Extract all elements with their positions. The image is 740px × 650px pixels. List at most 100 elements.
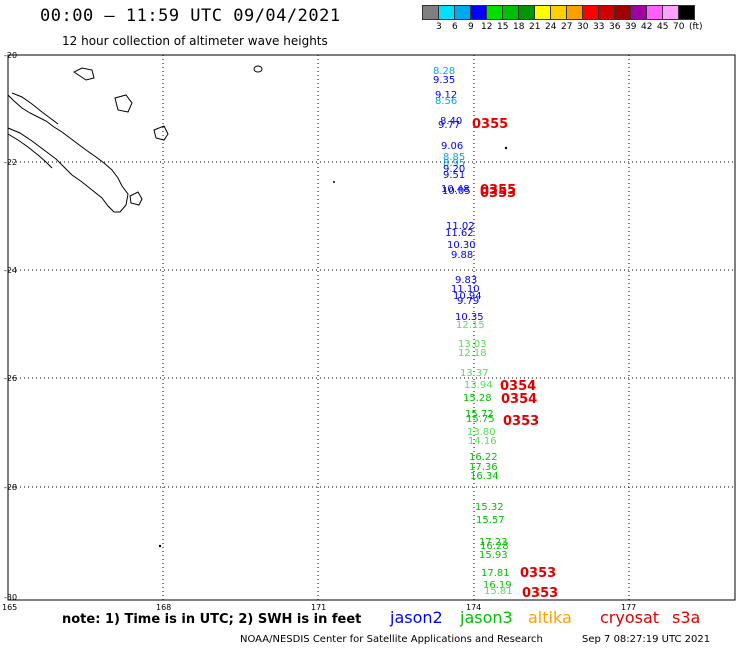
chart-subtitle: 12 hour collection of altimeter wave hei… — [62, 34, 328, 48]
wave-height-value: 11.62 — [445, 228, 474, 239]
wave-height-value: 11.10 — [451, 284, 480, 295]
lat-label: -20 — [4, 51, 17, 60]
color-scale-swatch — [678, 5, 695, 20]
lat-label: -26 — [4, 374, 17, 383]
wave-height-value: 15.32 — [475, 502, 504, 513]
pass-time-label: 0353 — [503, 414, 539, 429]
wave-height-value: 15.28 — [463, 393, 492, 404]
legend-jason3: jason3 — [460, 608, 513, 627]
wave-height-value: 15.75 — [466, 414, 495, 425]
island-dot — [504, 146, 508, 150]
color-scale-label: 27 — [561, 22, 573, 32]
map-frame — [7, 54, 736, 601]
wave-height-value: 16.19 — [483, 580, 512, 591]
color-scale-label: 12 — [481, 22, 493, 32]
color-scale-label: 24 — [545, 22, 557, 32]
island-dot — [158, 544, 162, 548]
wave-height-value: 15.93 — [479, 550, 508, 561]
wave-height-value: 13.94 — [464, 380, 493, 391]
wave-height-value: 12.15 — [456, 320, 485, 331]
wave-height-value: 17.23 — [479, 537, 508, 548]
wave-height-value: 13.80 — [467, 427, 496, 438]
pass-time-label: 0353 — [520, 566, 556, 581]
wave-height-value: 8.85 — [443, 152, 465, 163]
color-scale-label: (ft) — [689, 22, 703, 32]
wave-height-value: 8.28 — [433, 66, 455, 77]
wave-height-value: 10.05 — [442, 186, 471, 197]
color-scale-label: 45 — [657, 22, 669, 32]
lon-label: 174 — [466, 603, 481, 612]
wave-height-value: 12.18 — [458, 348, 487, 359]
units-note: note: 1) Time is in UTC; 2) SWH is in fe… — [62, 612, 362, 627]
chart-title: 00:00 – 11:59 UTC 09/04/2021 — [40, 6, 341, 26]
color-scale-label: 36 — [609, 22, 621, 32]
color-scale — [422, 5, 695, 20]
lon-label: 171 — [311, 603, 326, 612]
grid-lines — [8, 55, 735, 600]
color-scale-label: 15 — [497, 22, 509, 32]
wave-height-value: 16.28 — [480, 541, 509, 552]
pass-time-label: 0355 — [472, 117, 508, 132]
credit-line: NOAA/NESDIS Center for Satellite Applica… — [240, 634, 543, 645]
color-scale-label: 21 — [529, 22, 541, 32]
color-scale-labels: 3 6 9 12 15 18 21 24 27 30 33 36 39 42 45 70 (ft) — [422, 22, 740, 34]
wave-height-value: 9.35 — [433, 75, 455, 86]
wave-height-value: 9.06 — [441, 141, 463, 152]
color-scale-label: 3 — [436, 22, 442, 32]
wave-height-value: 9.79 — [457, 296, 479, 307]
wave-height-value: 9.20 — [443, 164, 465, 175]
wave-height-value: 10.30 — [447, 240, 476, 251]
wave-height-value: 14.16 — [468, 436, 497, 447]
island-dot — [333, 181, 335, 183]
pass-time-label: 0353 — [480, 186, 516, 201]
wave-height-value: 9.12 — [435, 90, 457, 101]
wave-height-value: 17.36 — [469, 462, 498, 473]
color-scale-label: 6 — [452, 22, 458, 32]
legend-s3a: s3a — [672, 608, 701, 627]
wave-height-points: 8.289.35 9.128.56 8.409.77 9.068.858.959.20… — [433, 66, 513, 597]
wave-height-value: 8.40 — [440, 116, 462, 127]
pass-time-label: 0353 — [522, 586, 558, 601]
lat-label: -28 — [4, 483, 17, 492]
wave-height-value: 17.81 — [481, 568, 510, 579]
lat-label: -22 — [4, 158, 17, 167]
color-scale-label: 18 — [513, 22, 525, 32]
color-scale-label: 39 — [625, 22, 637, 32]
wave-height-value: 15.57 — [476, 515, 505, 526]
legend-jason2: jason2 — [390, 608, 443, 627]
color-scale-label: 9 — [468, 22, 474, 32]
color-scale-label: 30 — [577, 22, 589, 32]
lat-label: -30 — [4, 593, 17, 602]
wave-height-value: 13.03 — [458, 339, 487, 350]
coastline — [7, 65, 263, 213]
lon-label: 177 — [621, 603, 636, 612]
wave-height-value: 8.95 — [443, 158, 465, 169]
color-scale-label: 42 — [641, 22, 653, 32]
wave-height-value: 8.56 — [435, 96, 457, 107]
pass-time-label: 0354 — [501, 392, 537, 407]
wave-height-value: 16.34 — [470, 471, 499, 482]
lat-label: -24 — [4, 266, 17, 275]
legend-cryosat: cryosat — [600, 608, 660, 627]
wave-height-value: 11.02 — [446, 221, 475, 232]
generation-timestamp: Sep 7 08:27:19 UTC 2021 — [582, 634, 711, 645]
wave-height-value: 10.48 — [441, 184, 470, 195]
wave-height-value: 10.94 — [453, 291, 482, 302]
wave-height-value: 9.77 — [438, 120, 460, 131]
pass-time-label: 0354 — [500, 379, 536, 394]
wave-height-value: 9.88 — [451, 250, 473, 261]
lon-label: 165 — [2, 603, 17, 612]
wave-height-value: 10.35 — [455, 312, 484, 323]
wave-height-value: 15.72 — [465, 409, 494, 420]
lon-label: 168 — [156, 603, 171, 612]
wave-height-value: 9.83 — [455, 275, 477, 286]
color-scale-label: 70 — [673, 22, 685, 32]
wave-height-value: 15.81 — [484, 586, 513, 597]
wave-height-value: 13.37 — [460, 368, 489, 379]
wave-height-value: 9.51 — [443, 170, 465, 181]
color-scale-label: 33 — [593, 22, 605, 32]
pass-time-label: 0355 — [480, 183, 516, 198]
legend-altika: altika — [528, 608, 572, 627]
